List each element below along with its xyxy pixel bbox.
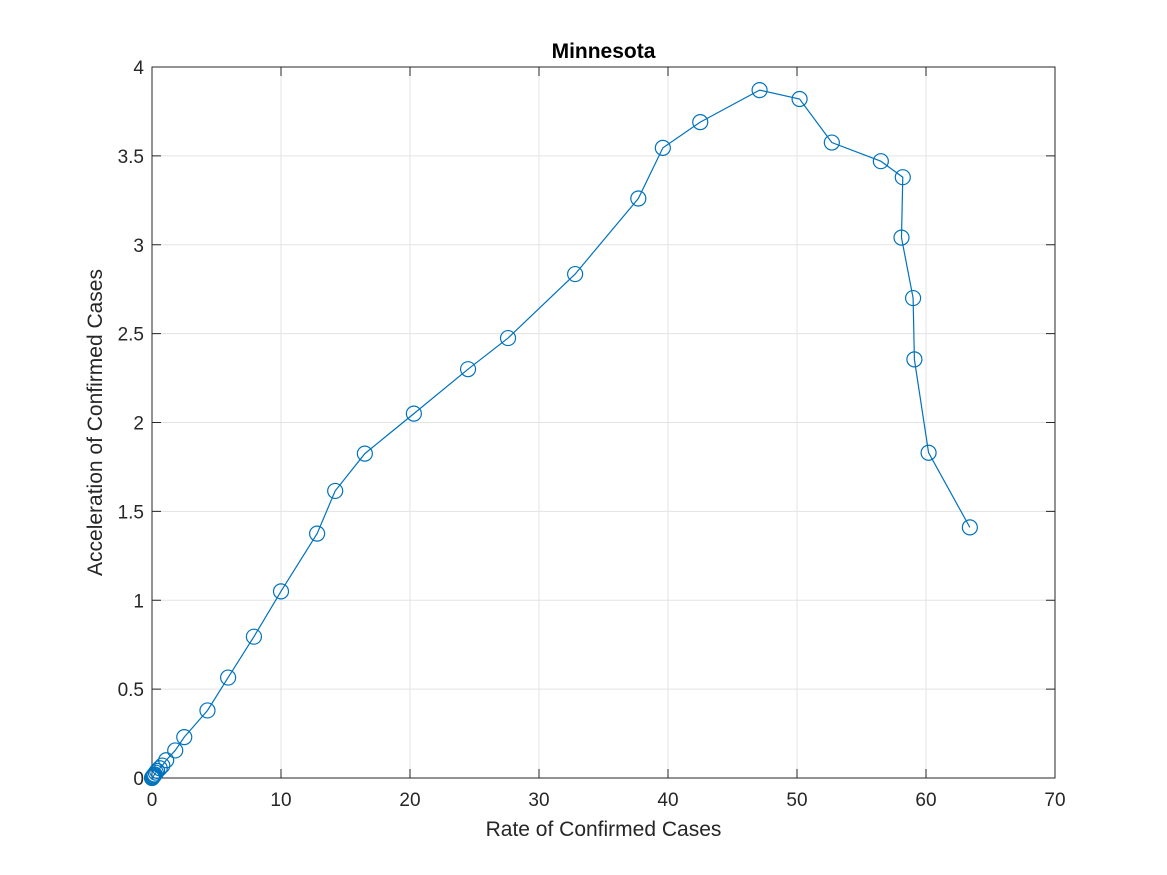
data-point-marker: [499, 329, 517, 347]
x-tick-label: 20: [399, 790, 420, 811]
data-point-marker: [405, 405, 422, 422]
data-point-marker: [823, 134, 840, 151]
data-point-marker: [167, 742, 184, 759]
data-point-marker: [158, 752, 175, 769]
data-point-marker: [920, 444, 937, 461]
axis-layer: 0 10 20 30 40 50 60 70 0 0.5 1 1.5 2 2.5 3 3.5 4: [118, 58, 1066, 811]
y-tick-label: 2: [133, 414, 144, 435]
y-axis-label: Acceleration of Confirmed Cases: [84, 269, 107, 576]
data-point-marker: [872, 153, 889, 170]
y-tick-label: 2.5: [118, 325, 144, 346]
series-layer: [143, 82, 978, 787]
y-tick-label: 1.5: [118, 502, 144, 523]
data-point-marker: [327, 482, 344, 500]
y-tick-label: 1: [133, 591, 144, 612]
data-point-marker: [904, 289, 922, 307]
y-tick-label: 0.5: [118, 680, 144, 701]
data-point-marker: [220, 669, 237, 686]
data-point-marker: [692, 114, 709, 131]
x-tick-label: 40: [657, 790, 678, 811]
data-point-marker: [893, 229, 910, 246]
data-point-marker: [791, 90, 808, 108]
x-tick-label: 70: [1044, 790, 1065, 811]
data-point-marker: [149, 762, 166, 779]
data-point-marker: [751, 82, 768, 99]
x-tick-label: 30: [528, 790, 549, 811]
chart-title: Minnesota: [552, 40, 656, 63]
data-point-marker: [630, 190, 647, 207]
data-point-marker: [272, 583, 290, 600]
x-axis-label: Rate of Confirmed Cases: [486, 818, 722, 841]
data-point-marker: [309, 525, 326, 542]
y-tick-label: 3.5: [118, 147, 144, 168]
x-tick-label: 0: [147, 790, 158, 811]
data-point-marker: [356, 445, 373, 462]
data-point-marker: [459, 361, 477, 378]
x-tick-label: 10: [270, 790, 291, 811]
data-point-marker: [654, 139, 671, 156]
x-tick-label: 50: [786, 790, 807, 811]
data-point-marker: [154, 757, 171, 774]
data-point-marker: [894, 169, 911, 186]
x-tick-label: 60: [915, 790, 936, 811]
y-tick-label: 0: [133, 769, 144, 790]
data-point-marker: [245, 628, 263, 645]
y-tick-label: 4: [133, 58, 144, 79]
y-tick-label: 3: [133, 236, 144, 257]
data-point-marker: [961, 519, 978, 536]
data-point-marker: [176, 729, 193, 746]
data-point-marker: [906, 351, 923, 368]
data-point-marker: [199, 702, 216, 719]
data-point-marker: [567, 265, 584, 283]
